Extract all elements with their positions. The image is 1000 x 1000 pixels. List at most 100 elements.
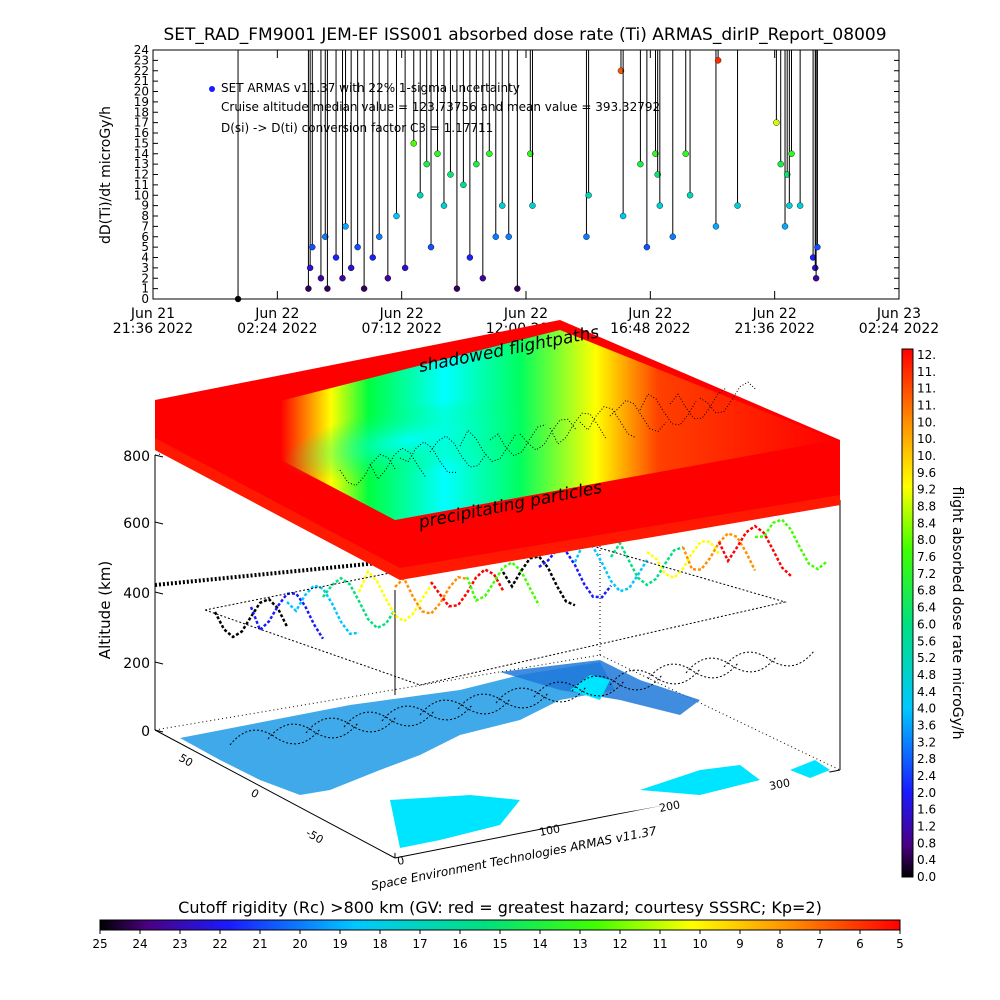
y-tick-label: 24: [134, 43, 149, 57]
data-point: [434, 150, 441, 157]
latitude-tick-label: 50: [177, 751, 196, 769]
map-continents: [180, 660, 830, 848]
dose-tick-label: 6.0: [917, 617, 936, 631]
flight-track: [465, 560, 541, 606]
dose-tick-label: 10.: [917, 449, 936, 463]
data-point: [453, 285, 461, 292]
data-point: [669, 233, 676, 240]
data-point: [339, 275, 346, 282]
data-point: [369, 254, 376, 261]
ground-track: [305, 716, 397, 734]
x-tick-label-date: Jun 22: [752, 306, 797, 322]
x-tick-label-time: 07:12 2022: [361, 321, 441, 337]
annotation-line-2: Cruise altitude median value = 123.73756…: [221, 100, 660, 114]
dose-tick-label: 11.: [917, 399, 936, 413]
slab-track: [669, 387, 727, 420]
flight-track: [213, 597, 289, 639]
figure-title: SET_RAD_FM9001 JEM-EF ISS001 absorbed do…: [163, 25, 886, 45]
dose-tick-label: 4.8: [917, 668, 936, 682]
dose-tick-label: 3.6: [917, 718, 936, 732]
y-tick-label: 2: [141, 271, 149, 285]
rc-tick-label: 13: [572, 937, 587, 951]
rc-tick-label: 25: [92, 937, 107, 951]
dose-tick-label: 3.2: [917, 735, 936, 749]
data-point: [317, 275, 325, 282]
altitude-tick-label: 0: [141, 724, 150, 740]
flight-track: [609, 540, 684, 587]
dose-tick-label: 6.8: [917, 584, 936, 598]
data-point: [652, 150, 659, 157]
ground-track: [343, 710, 435, 728]
y-tick-label: 6: [141, 230, 149, 244]
x-tick-label-time: 21:36 2022: [113, 321, 193, 337]
longitude-tick-label: 200: [658, 798, 681, 815]
latitude-tick-label: -50: [304, 826, 326, 846]
data-point: [427, 243, 435, 251]
flight-track: [429, 567, 505, 608]
dose-tick-label: 12.: [917, 348, 936, 362]
longitude-tick-label: 300: [768, 776, 791, 793]
ground-track: [267, 722, 359, 740]
y-tick-label: 12: [134, 168, 149, 182]
dose-tick-label: 11.: [917, 382, 936, 396]
dose-tick-label: 4.4: [917, 685, 936, 699]
annotation-marker: [209, 86, 215, 92]
altitude-tick-label: 400: [123, 586, 150, 602]
altitude-tick-label: 200: [123, 656, 150, 672]
rc-tick-label: 9: [736, 937, 744, 951]
data-point: [360, 285, 368, 292]
y-tick-label: 11: [134, 178, 149, 192]
data-point: [234, 295, 242, 303]
y-tick-label: 20: [134, 85, 149, 99]
rc-tick-label: 23: [172, 937, 187, 951]
dose-tick-label: 0.0: [917, 870, 936, 884]
y-tick-label: 0: [141, 292, 149, 306]
data-point: [783, 171, 791, 178]
shadowed-flightpath-dots: [339, 381, 757, 487]
slab-track: [579, 406, 637, 439]
data-point: [460, 181, 467, 189]
ground-track: [685, 656, 777, 674]
data-point: [788, 150, 795, 157]
y-tick-label: 8: [141, 209, 149, 223]
rc-colorbar-gradient: [99, 919, 901, 931]
dose-tick-label: 2.8: [917, 752, 936, 766]
data-point: [393, 212, 400, 220]
data-point: [376, 233, 383, 240]
dose-tick-label: 8.0: [917, 533, 936, 547]
altitude-tick: [154, 454, 164, 458]
dose-tick-label: 2.0: [917, 786, 936, 800]
data-point: [812, 275, 820, 282]
data-point: [401, 264, 409, 272]
rc-tick-label: 22: [212, 937, 227, 951]
x-tick-label-time: 16:48 2022: [610, 321, 690, 337]
rc-tick-label: 14: [532, 937, 547, 951]
y-tick-label: 23: [134, 53, 149, 67]
altitude-tick: [154, 521, 164, 525]
data-point: [384, 275, 392, 282]
flight-track: [322, 576, 397, 630]
ground-track: [495, 686, 587, 704]
y-tick-label: 5: [141, 240, 149, 254]
y-tick-label: 14: [134, 147, 149, 161]
dose-tick-label: 1.6: [917, 803, 936, 817]
rc-tick-label: 12: [612, 937, 627, 951]
slab-track: [399, 441, 457, 473]
dose-tick-label: 6.4: [917, 601, 936, 615]
data-point: [682, 150, 689, 157]
data-point: [643, 243, 651, 251]
x-tick-label-time: 02:24 2022: [859, 321, 939, 337]
altitude-tick: [154, 661, 164, 665]
slab-track: [429, 435, 487, 468]
y-tick-label: 9: [141, 199, 149, 213]
flight-track: [249, 592, 325, 640]
data-point: [305, 285, 312, 292]
data-point: [777, 160, 784, 168]
dose-tick-label: 10.: [917, 432, 936, 446]
dose-tick-label: 5.6: [917, 634, 936, 648]
data-point: [354, 243, 361, 251]
dose-colorbar-label: flight absorbed dose rate microGy/h: [949, 487, 965, 740]
data-point: [583, 233, 590, 240]
